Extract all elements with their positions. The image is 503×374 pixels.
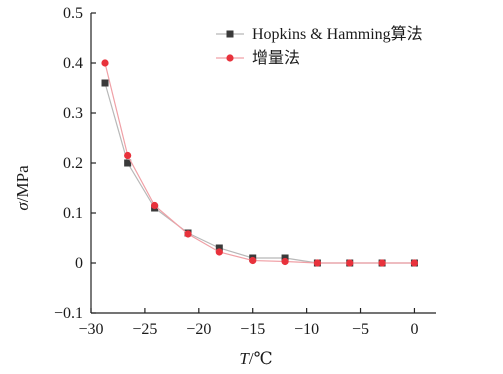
- y-tick-label: 0.1: [63, 205, 83, 222]
- x-tick-label: −20: [186, 321, 211, 338]
- series-2-point: [410, 259, 419, 267]
- y-tick-label: 0.5: [63, 5, 83, 22]
- axes: 0.5 0.4 0.3 0.2 0.1 0 −0.1−30 −25 −20 −15 −10 −5 0: [54, 5, 436, 338]
- legend-entry-1: Hopkins & Hamming算法: [216, 24, 423, 43]
- series-2-line: [104, 62, 415, 264]
- x-axis-unit: /℃: [249, 349, 273, 368]
- y-tick-label: 0.3: [63, 105, 83, 122]
- x-tick-label: 0: [410, 321, 418, 338]
- x-tick-label: −15: [240, 321, 265, 338]
- series-1-point: [215, 244, 223, 252]
- x-tick-label: −30: [78, 321, 103, 338]
- legend-swatch-marker: [226, 30, 234, 38]
- y-axis-unit: /MPa: [13, 165, 32, 202]
- series-2-point: [151, 201, 159, 210]
- series-1-point: [124, 159, 132, 167]
- series-1-line: [104, 82, 415, 264]
- y-tick-label: −0.1: [54, 305, 83, 322]
- series-2-point: [184, 230, 192, 238]
- series-1-point: [101, 79, 109, 87]
- series-2-point: [378, 259, 386, 267]
- y-tick-label: 0.4: [63, 55, 83, 72]
- series-2-point: [249, 256, 257, 265]
- y-tick-label: 0: [75, 255, 83, 272]
- series-2-point: [313, 259, 322, 267]
- y-tick-label: 0.2: [63, 155, 83, 172]
- x-tick-label: −25: [132, 321, 157, 338]
- series-2-point: [346, 259, 354, 267]
- series-2: [101, 59, 419, 267]
- x-tick-label: −10: [294, 321, 319, 338]
- x-axis-symbol: T: [239, 349, 250, 368]
- legend-label: Hopkins & Hamming算法: [252, 24, 423, 43]
- x-axis-label: T/℃: [239, 349, 272, 368]
- y-axis-label: σ/MPa: [13, 165, 32, 211]
- series-2-point: [124, 151, 132, 160]
- series-1: [101, 79, 418, 267]
- x-tick-label: −5: [352, 321, 369, 338]
- legend-swatch-marker: [226, 54, 234, 62]
- legend-label: 增量法: [252, 49, 300, 67]
- series-2-point: [101, 59, 109, 67]
- series-2-point: [281, 257, 289, 266]
- series-2-point: [215, 248, 223, 256]
- series-layer: [101, 59, 419, 267]
- legend-entry-2: 增量法: [216, 49, 300, 67]
- y-axis-symbol: σ: [13, 202, 32, 211]
